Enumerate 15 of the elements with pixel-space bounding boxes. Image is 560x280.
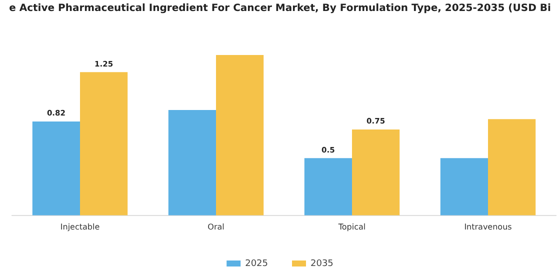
x-tick-label: Injectable [60, 222, 100, 232]
legend-label: 2035 [310, 258, 334, 269]
bar [168, 110, 216, 216]
bar [488, 119, 536, 216]
bar [32, 121, 80, 216]
bar [304, 158, 352, 216]
bar [216, 55, 264, 216]
x-tick-label: Oral [208, 222, 224, 232]
bar [440, 158, 488, 216]
bar [352, 129, 400, 216]
x-tick-label: Topical [337, 222, 366, 232]
bar [80, 72, 128, 216]
x-tick-label: Intravenous [464, 222, 512, 232]
legend-label: 2025 [245, 258, 268, 269]
chart-title: e Active Pharmaceutical Ingredient For Cancer Market, By Formulation Type, 2025-2035 (USD Bi [8, 3, 552, 14]
